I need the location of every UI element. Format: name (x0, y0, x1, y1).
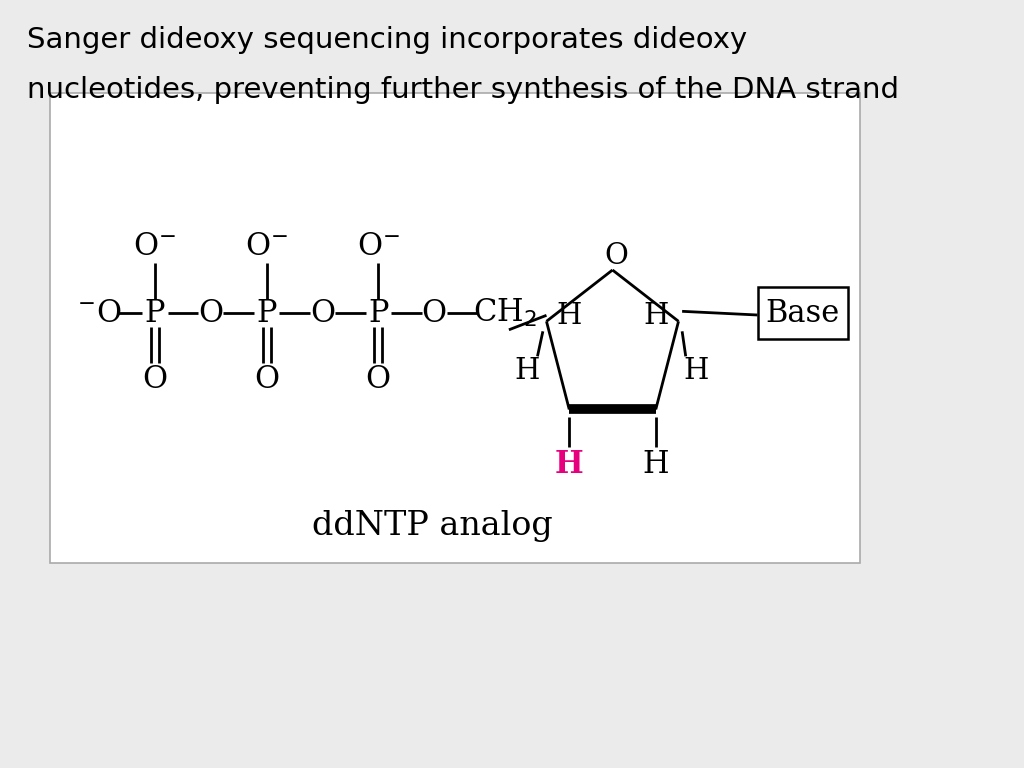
Text: O: O (604, 242, 628, 270)
Text: H: H (556, 303, 582, 330)
Text: P: P (256, 297, 276, 329)
Text: O$^{-}$: O$^{-}$ (133, 230, 176, 262)
Text: H: H (643, 303, 669, 330)
Text: O: O (422, 297, 446, 329)
Text: $^{-}$O: $^{-}$O (77, 297, 121, 329)
Text: O: O (310, 297, 335, 329)
Text: O: O (199, 297, 223, 329)
Text: O: O (366, 364, 391, 396)
Text: O: O (254, 364, 280, 396)
Text: P: P (368, 297, 388, 329)
FancyBboxPatch shape (758, 287, 848, 339)
Text: O: O (142, 364, 168, 396)
Text: O$^{-}$: O$^{-}$ (245, 230, 288, 262)
Text: nucleotides, preventing further synthesis of the DNA strand: nucleotides, preventing further synthesi… (27, 76, 899, 104)
Text: CH$_2$: CH$_2$ (472, 297, 537, 329)
Text: H: H (642, 449, 669, 480)
Text: ddNTP analog: ddNTP analog (312, 510, 553, 542)
Text: O$^{-}$: O$^{-}$ (356, 230, 399, 262)
Text: P: P (144, 297, 165, 329)
Text: Base: Base (765, 297, 840, 329)
Text: H: H (684, 357, 710, 386)
Text: H: H (555, 449, 584, 480)
FancyBboxPatch shape (49, 93, 860, 563)
Text: Sanger dideoxy sequencing incorporates dideoxy: Sanger dideoxy sequencing incorporates d… (27, 26, 748, 54)
Text: H: H (514, 357, 540, 386)
